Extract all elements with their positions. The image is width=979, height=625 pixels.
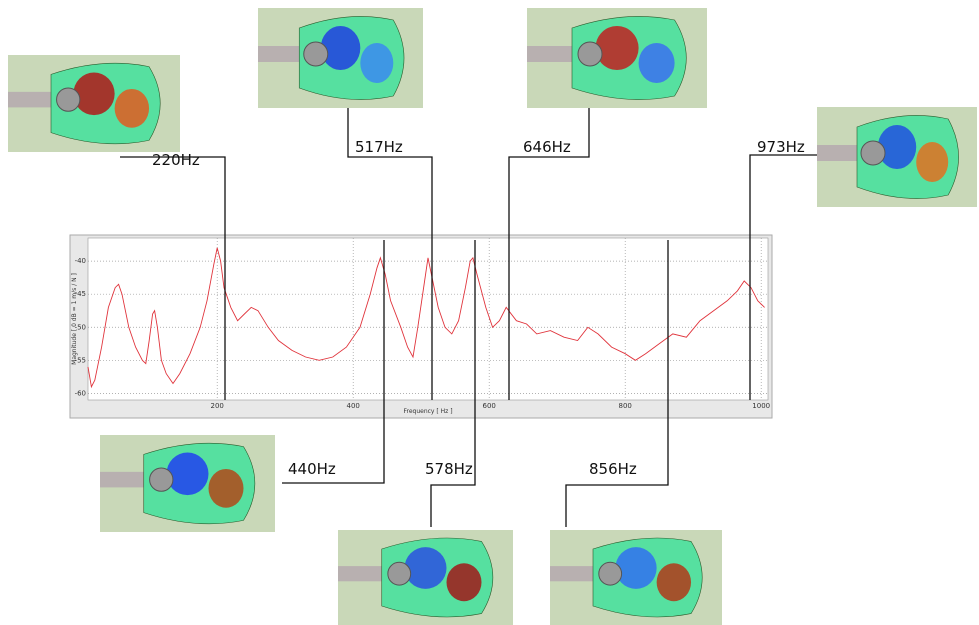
mode-region [405, 547, 447, 589]
y-tick-label: -60 [75, 389, 86, 397]
x-tick-label: 200 [211, 402, 224, 410]
mode-region [639, 43, 675, 83]
x-axis-label: Frequency [ Hz ] [403, 408, 452, 415]
sound-hole [599, 562, 622, 585]
mode-region [167, 452, 209, 495]
mode-region [360, 43, 393, 83]
mode-region [657, 563, 691, 601]
mode-shape-image [550, 530, 722, 625]
mode-shape-image [8, 55, 180, 152]
mode-shape-image [338, 530, 513, 625]
sound-hole [57, 88, 80, 111]
mode-shape-image [100, 435, 275, 532]
frequency-annotation: 973Hz [757, 138, 805, 156]
mode-region [916, 142, 948, 182]
sound-hole [578, 42, 602, 66]
x-tick-label: 1000 [752, 402, 770, 410]
mode-shape-image [817, 107, 977, 207]
mode-region [209, 469, 244, 508]
mode-region [73, 72, 114, 115]
frequency-annotation: 856Hz [589, 460, 637, 478]
x-tick-label: 800 [619, 402, 632, 410]
sound-hole [388, 562, 411, 585]
sound-hole [861, 141, 885, 165]
mode-region [115, 89, 149, 128]
sound-hole [150, 468, 173, 491]
frequency-annotation: 578Hz [425, 460, 473, 478]
x-tick-label: 400 [347, 402, 360, 410]
figure: Frequency [ Hz ] Magnitude [ 0 dB = 1 m/… [0, 0, 979, 625]
y-tick-label: -55 [75, 356, 86, 364]
mode-shape-image [527, 8, 707, 108]
y-tick-label: -45 [75, 290, 86, 298]
plot-area [88, 238, 768, 400]
y-tick-label: -50 [75, 323, 86, 331]
y-tick-label: -40 [75, 257, 86, 265]
frequency-annotation: 646Hz [523, 138, 571, 156]
frequency-annotation: 440Hz [288, 460, 336, 478]
mode-region [447, 563, 482, 601]
x-tick-label: 600 [483, 402, 496, 410]
frequency-annotation: 517Hz [355, 138, 403, 156]
frequency-annotation: 220Hz [152, 151, 200, 169]
y-axis-label: Magnitude [ 0 dB = 1 m/s / N ] [71, 273, 78, 365]
mode-region [615, 547, 656, 589]
sound-hole [304, 42, 328, 66]
mode-shape-image [258, 8, 423, 108]
mode-region [595, 26, 638, 70]
